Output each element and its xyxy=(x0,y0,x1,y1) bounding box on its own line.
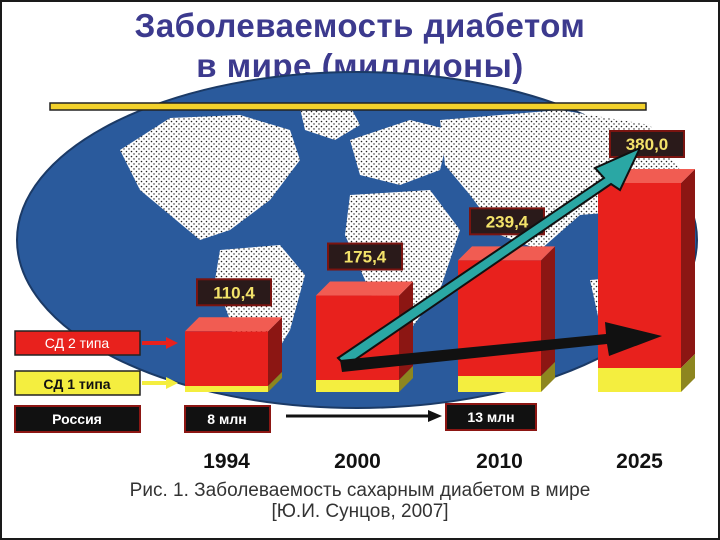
russia-end-label: 13 млн xyxy=(467,409,514,425)
continent-north-america xyxy=(120,115,300,240)
legend-type2-arrow xyxy=(142,337,178,349)
value-label-box-2025 xyxy=(609,130,685,158)
russia-row: 8 млн 13 млн xyxy=(184,403,537,433)
year-labels: 1994 2000 2010 2025 xyxy=(203,450,663,473)
bar-type2-1994 xyxy=(185,331,268,386)
bar-side-2010 xyxy=(541,246,555,376)
legend-type2-box xyxy=(14,330,141,356)
bar-type1-2025 xyxy=(598,368,681,392)
bar-top-1994 xyxy=(185,317,282,332)
black-arrow xyxy=(340,322,662,372)
caption-line-2: [Ю.И. Сунцов, 2007] xyxy=(271,501,449,522)
russia-start-box xyxy=(184,405,271,433)
legend-type2-label: СД 2 типа xyxy=(45,335,110,351)
bar-side-type1-2010 xyxy=(541,362,555,392)
bar-side-type1-2000 xyxy=(399,366,413,392)
continent-greenland xyxy=(300,106,360,140)
legend-type1-arrow xyxy=(142,377,178,389)
year-label-2025: 2025 xyxy=(616,450,663,473)
year-label-2010: 2010 xyxy=(476,450,523,473)
legend-type1-label: СД 1 типа xyxy=(43,376,110,392)
trend-arrows xyxy=(336,145,662,372)
legend-type1-box xyxy=(14,370,141,396)
russia-arrow-head xyxy=(428,410,442,422)
year-label-2000: 2000 xyxy=(334,450,381,473)
legend: СД 2 типа СД 1 типа Россия xyxy=(14,330,178,433)
value-label-box-2000 xyxy=(327,242,403,271)
value-label-box-1994 xyxy=(196,278,272,307)
title-line-1: Заболеваемость диабетом xyxy=(134,7,586,44)
value-label-2010: 239,4 xyxy=(486,212,529,231)
teal-arrow xyxy=(336,145,643,368)
bar-type1-2000 xyxy=(316,380,399,392)
legend-russia-box xyxy=(14,405,141,433)
continent-europe xyxy=(350,120,450,185)
bar-2025 xyxy=(598,169,695,392)
russia-end-box xyxy=(445,403,537,431)
caption-line-1: Рис. 1. Заболеваемость сахарным диабетом… xyxy=(129,480,591,501)
bar-side-type1-2025 xyxy=(681,354,695,392)
title-underline xyxy=(49,102,647,111)
value-label-2000: 175,4 xyxy=(344,248,387,267)
bar-2000 xyxy=(316,281,413,392)
year-label-1994: 1994 xyxy=(203,450,250,473)
bar-type1-1994 xyxy=(185,386,268,392)
bar-side-type1-1994 xyxy=(268,372,282,392)
bar-top-2000 xyxy=(316,281,413,296)
value-label-1994: 110,4 xyxy=(213,283,255,302)
bar-type1-2010 xyxy=(458,376,541,392)
bar-side-2025 xyxy=(681,169,695,368)
legend-russia-label: Россия xyxy=(52,411,102,427)
russia-start-label: 8 млн xyxy=(207,411,246,427)
bar-1994 xyxy=(185,317,282,392)
bar-side-1994 xyxy=(268,317,282,386)
